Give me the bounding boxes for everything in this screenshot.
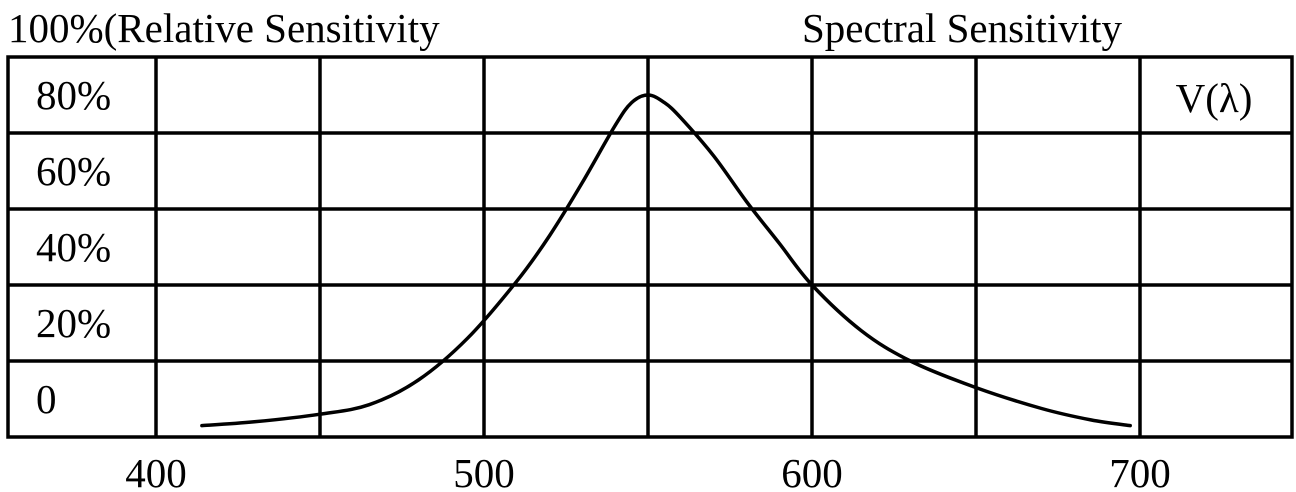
chart-title: Spectral Sensitivity bbox=[802, 5, 1122, 51]
y-tick-label: 0 bbox=[36, 376, 57, 422]
series-label: V(λ) bbox=[1176, 75, 1253, 121]
x-tick-label: 700 bbox=[1109, 450, 1171, 492]
y-axis-label: 100%(Relative Sensitivity bbox=[8, 5, 440, 51]
x-tick-label: 600 bbox=[781, 450, 843, 492]
y-tick-label: 40% bbox=[36, 224, 111, 270]
y-tick-labels: 0 20% 40% 60% 80% bbox=[36, 72, 111, 422]
plot-frame bbox=[6, 55, 1294, 439]
y-tick-label: 20% bbox=[36, 300, 111, 346]
x-tick-label: 400 bbox=[125, 450, 187, 492]
plot-grid bbox=[6, 55, 1294, 439]
x-tick-label: 500 bbox=[453, 450, 515, 492]
y-tick-label: 60% bbox=[36, 148, 111, 194]
x-tick-labels: 400 500 600 700 bbox=[125, 450, 1171, 492]
y-tick-label: 80% bbox=[36, 72, 111, 118]
sensitivity-curve bbox=[200, 93, 1132, 428]
